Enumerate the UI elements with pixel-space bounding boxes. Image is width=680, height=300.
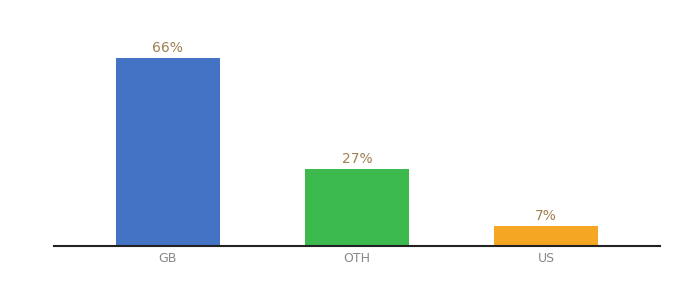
Bar bbox=[116, 58, 220, 246]
Text: 7%: 7% bbox=[535, 209, 557, 223]
Bar bbox=[305, 169, 409, 246]
Text: 66%: 66% bbox=[152, 41, 184, 55]
Text: 27%: 27% bbox=[341, 152, 373, 166]
Bar bbox=[494, 226, 598, 246]
